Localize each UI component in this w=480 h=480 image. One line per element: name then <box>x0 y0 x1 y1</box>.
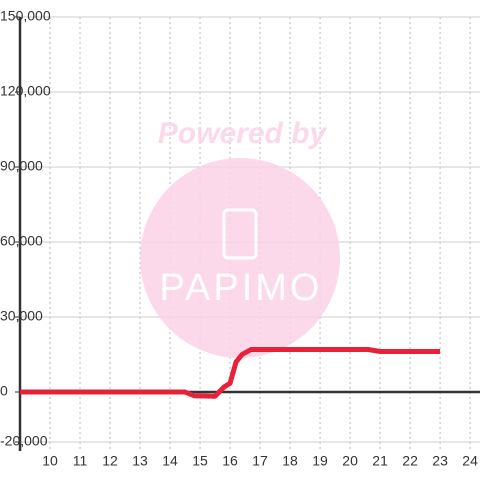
plot: 10 11 12 13 14 15 16 17 18 19 20 21 22 23 24 -20,000 0 30… <box>0 8 478 469</box>
x-tick-label: 19 <box>312 453 328 469</box>
x-tick-label: 13 <box>132 453 148 469</box>
x-tick-label: 22 <box>402 453 418 469</box>
x-tick-label: 12 <box>102 453 118 469</box>
y-tick-label: 30,000 <box>0 308 43 324</box>
y-tick-label: 120,000 <box>0 83 51 99</box>
x-tick-label: 15 <box>192 453 208 469</box>
x-tick-label: 18 <box>282 453 298 469</box>
data-line <box>20 347 441 399</box>
watermark-text: Powered by <box>158 117 328 150</box>
y-tick-label: 0 <box>0 383 8 399</box>
x-tick-label: 14 <box>162 453 178 469</box>
x-tick-label: 11 <box>73 453 88 469</box>
y-tick-label: 90,000 <box>0 158 43 174</box>
x-tick-label: 16 <box>222 453 238 469</box>
watermark: Powered by PAPIMO <box>140 117 340 358</box>
watermark-text: PAPIMO <box>160 267 323 309</box>
y-tick-label: -20,000 <box>0 433 48 449</box>
x-tick-label: 21 <box>372 453 388 469</box>
x-tick-label: 17 <box>252 453 268 469</box>
x-tick-label: 23 <box>432 453 448 469</box>
watermark-phone <box>222 208 258 260</box>
y-tick-label: 150,000 <box>0 8 51 24</box>
y-tick-label: 60,000 <box>0 233 43 249</box>
x-tick-label: 10 <box>42 453 58 469</box>
x-tick-label: 20 <box>342 453 358 469</box>
x-tick-label: 24 <box>462 453 478 469</box>
